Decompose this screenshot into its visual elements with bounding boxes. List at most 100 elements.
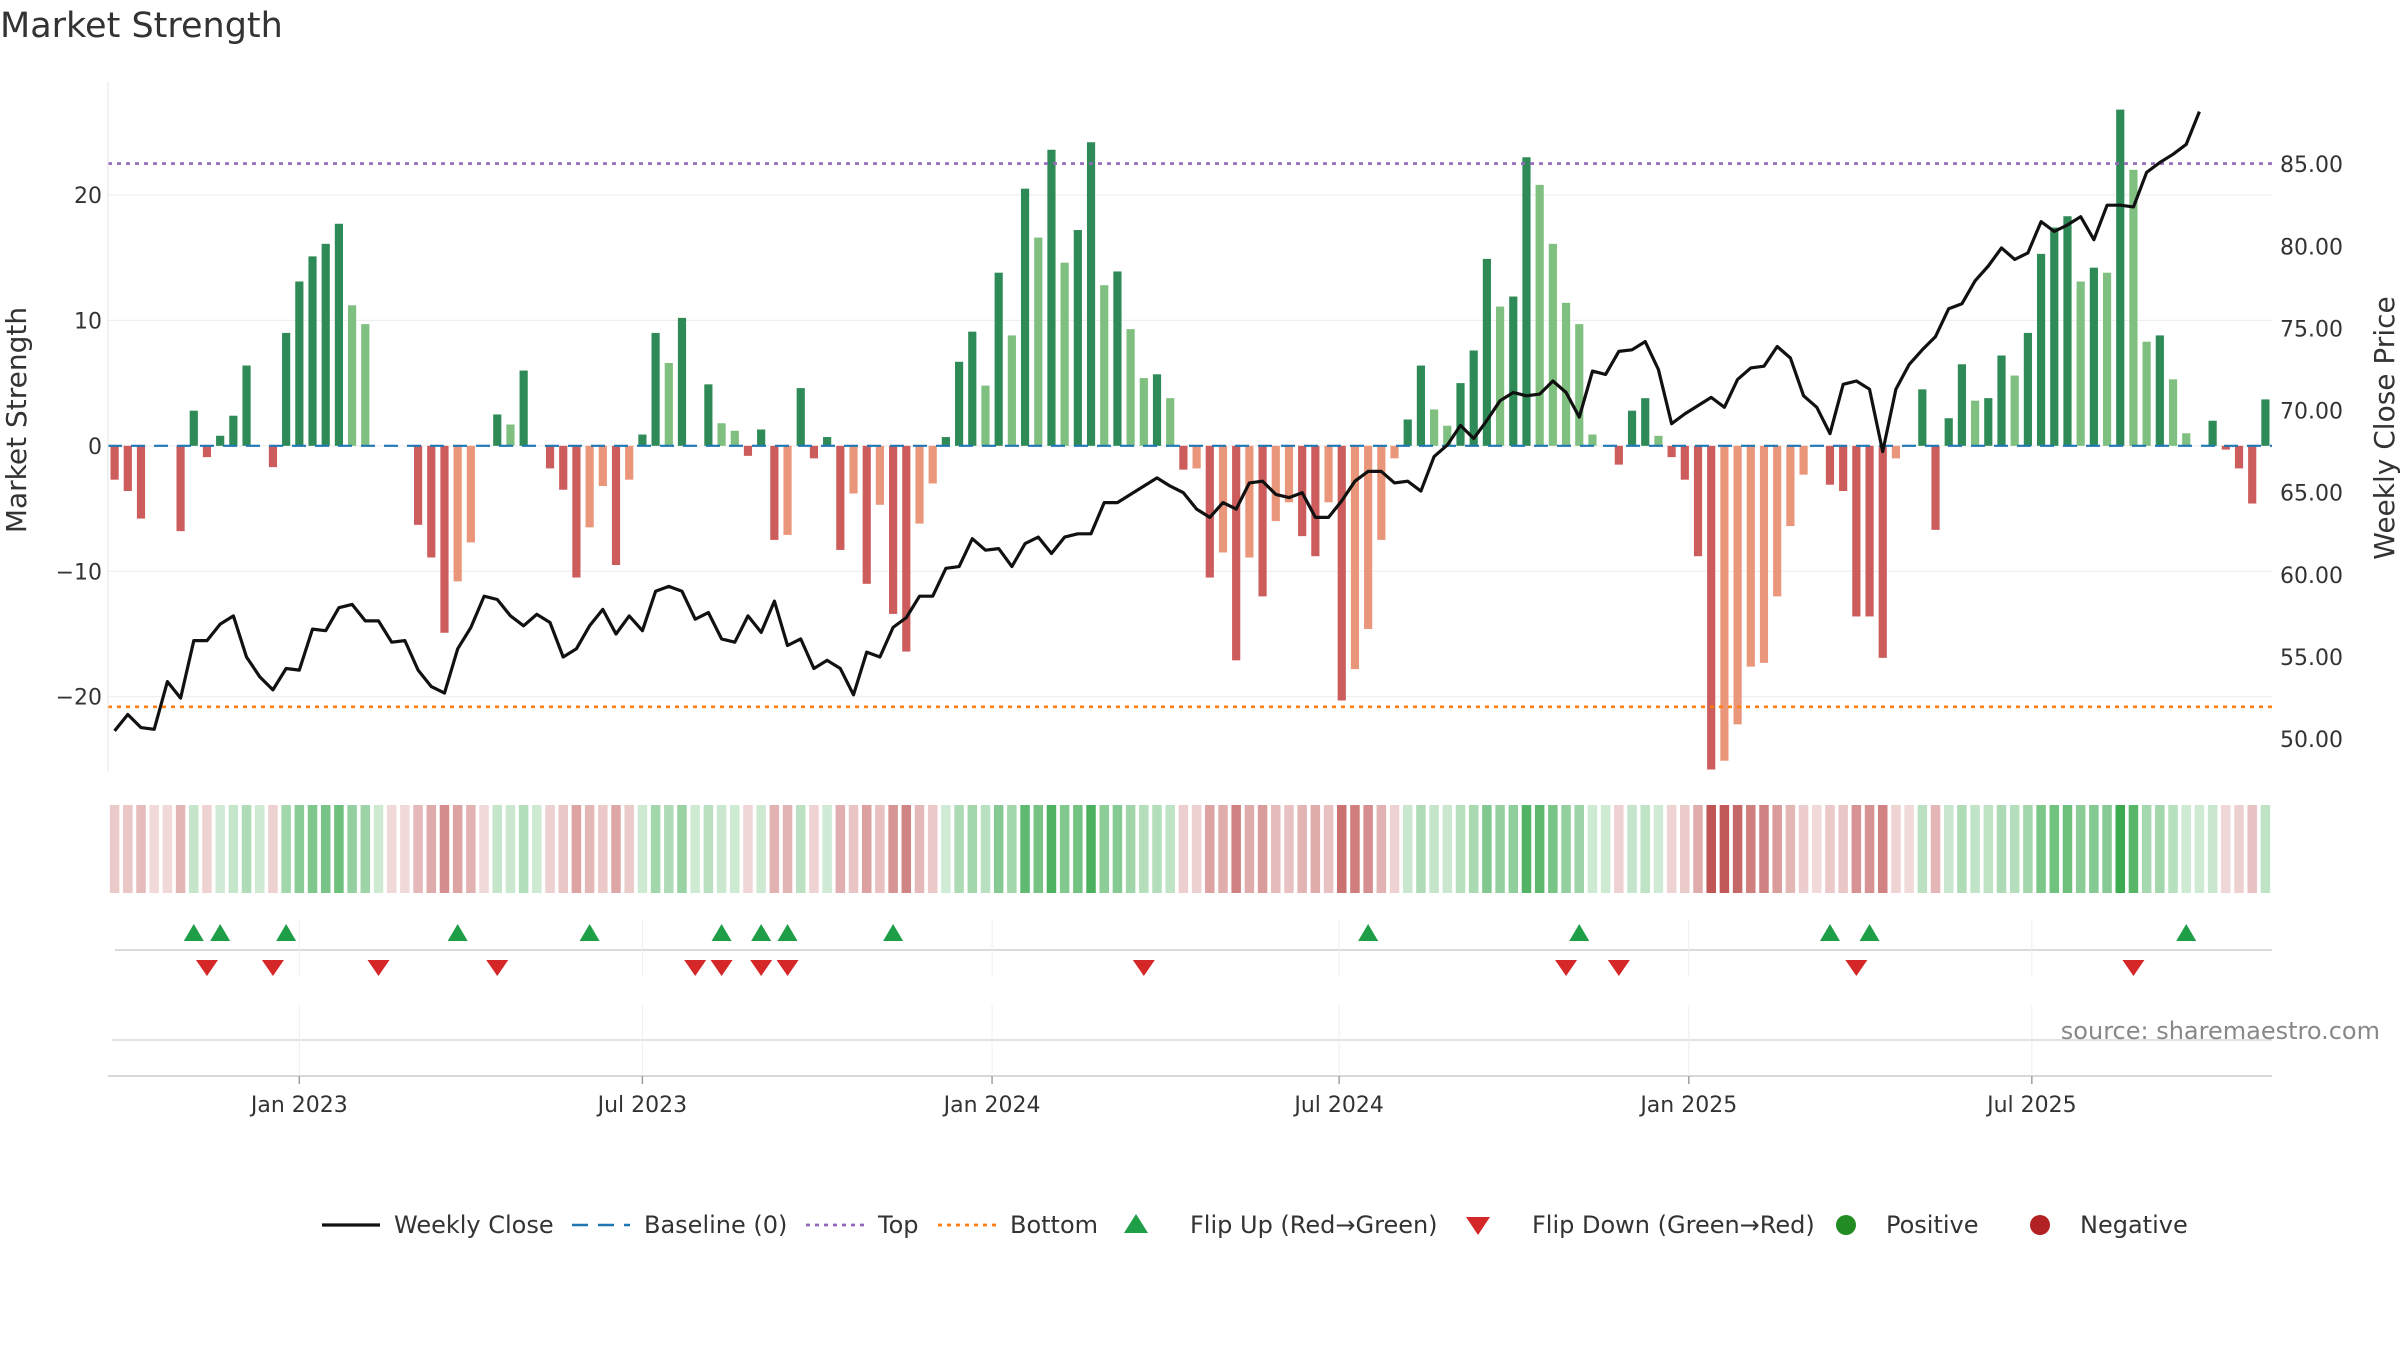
strength-bar: [136, 445, 146, 519]
heat-cell: [1376, 805, 1387, 893]
strength-bar: [2234, 445, 2244, 469]
strength-bar: [466, 445, 475, 543]
strength-bar: [664, 363, 673, 446]
strength-bar: [2076, 281, 2085, 446]
heat-cell: [1495, 805, 1505, 893]
heat-cell: [1389, 805, 1400, 893]
heat-cell: [1363, 805, 1373, 893]
heat-cell: [1614, 805, 1624, 893]
strength-bar: [1403, 419, 1412, 446]
strength-bar: [453, 445, 462, 582]
heat-cell: [901, 805, 912, 893]
strength-bar: [1522, 157, 1531, 446]
heat-cell: [1759, 805, 1769, 893]
strength-bar: [954, 361, 964, 446]
strength-heat-strip: [109, 805, 2271, 893]
y2-tick-label: 70.00: [2280, 400, 2343, 425]
heat-cell: [1666, 805, 1677, 893]
heat-cell: [1785, 805, 1796, 893]
strength-bar: [1126, 329, 1135, 446]
strength-bar: [1192, 445, 1201, 469]
heat-cell: [650, 805, 661, 893]
y-tick-label: 20: [74, 184, 102, 209]
heat-cell: [1917, 805, 1928, 893]
heat-cell: [268, 805, 278, 893]
heat-cell: [914, 805, 925, 893]
strength-bar: [902, 445, 911, 652]
heat-cell: [875, 805, 885, 893]
flip-up-marker: [1859, 924, 1880, 941]
strength-bar: [427, 445, 436, 558]
y2-tick-label: 85.00: [2280, 153, 2343, 178]
source-note: source: sharemaestro.com: [2061, 1017, 2380, 1045]
heat-cell: [162, 805, 173, 893]
strength-bar: [1113, 271, 1122, 446]
heat-cell: [1231, 805, 1241, 893]
strength-bar: [1918, 389, 1927, 446]
strength-bar: [849, 445, 858, 494]
strength-bar: [572, 445, 581, 578]
heat-cell: [2036, 805, 2046, 893]
heat-cell: [809, 805, 819, 893]
strength-bar: [1245, 445, 1254, 558]
strength-bar: [189, 410, 198, 446]
flip-up-marker: [2176, 924, 2197, 941]
strength-bar: [1548, 243, 1557, 446]
flip-down-marker: [261, 960, 284, 976]
heat-cell: [1904, 805, 1914, 893]
heat-cell: [730, 805, 740, 893]
heat-cell: [1706, 805, 1716, 893]
heat-cell: [2102, 805, 2112, 893]
strength-bar: [1456, 383, 1465, 446]
strength-bar: [2023, 332, 2032, 446]
strength-bar: [1350, 445, 1360, 670]
heat-cell: [888, 805, 898, 893]
x-tick-label: Jul 2024: [1292, 1093, 1384, 1118]
flip-up-marker: [210, 924, 231, 941]
heat-cell: [2234, 805, 2244, 893]
strength-bar: [2129, 169, 2138, 446]
heat-cell: [1218, 805, 1228, 893]
strength-bar: [1298, 445, 1307, 537]
strength-bar: [1852, 445, 1861, 617]
flip-up-marker: [579, 924, 600, 941]
legend-swatch: [1836, 1215, 1856, 1235]
heat-cell: [1257, 805, 1268, 893]
strength-bar: [1997, 355, 2006, 446]
heat-cell: [2089, 805, 2099, 893]
legend-item-baseline: Baseline (0): [572, 1211, 787, 1239]
heat-cell: [1864, 805, 1875, 893]
strength-bar: [1931, 445, 1940, 530]
strength-bar: [1575, 324, 1584, 446]
strength-bar: [2089, 267, 2098, 446]
flip-up-marker: [447, 924, 468, 941]
strength-bar: [651, 332, 660, 446]
heat-cell: [1957, 805, 1967, 893]
strength-bar: [348, 305, 357, 446]
reference-lines: [108, 162, 2272, 709]
legend-label: Negative: [2080, 1211, 2188, 1239]
heat-cell: [2062, 805, 2073, 893]
strength-bar: [1707, 445, 1716, 770]
strength-bar: [1469, 350, 1478, 446]
heat-cell: [1930, 805, 1941, 893]
heat-cell: [294, 805, 305, 893]
strength-bars: [110, 109, 2270, 770]
heat-cell: [307, 805, 318, 893]
strength-bar: [493, 414, 502, 446]
strength-bar: [1482, 258, 1491, 446]
legend-item-positive: Positive: [1836, 1211, 1979, 1239]
strength-bar: [1179, 445, 1188, 470]
heat-cell: [2128, 805, 2139, 893]
strength-bar: [1561, 302, 1571, 446]
strength-bar: [1641, 398, 1650, 446]
heat-cell: [2221, 805, 2231, 893]
heat-cell: [1455, 805, 1466, 893]
heat-cell: [1653, 805, 1664, 893]
heat-cell: [373, 805, 384, 893]
heat-cell: [1099, 805, 1109, 893]
flip-down-marker: [776, 960, 799, 976]
strength-bar: [994, 272, 1003, 446]
heat-cell: [479, 805, 489, 893]
strength-bar: [796, 388, 805, 446]
